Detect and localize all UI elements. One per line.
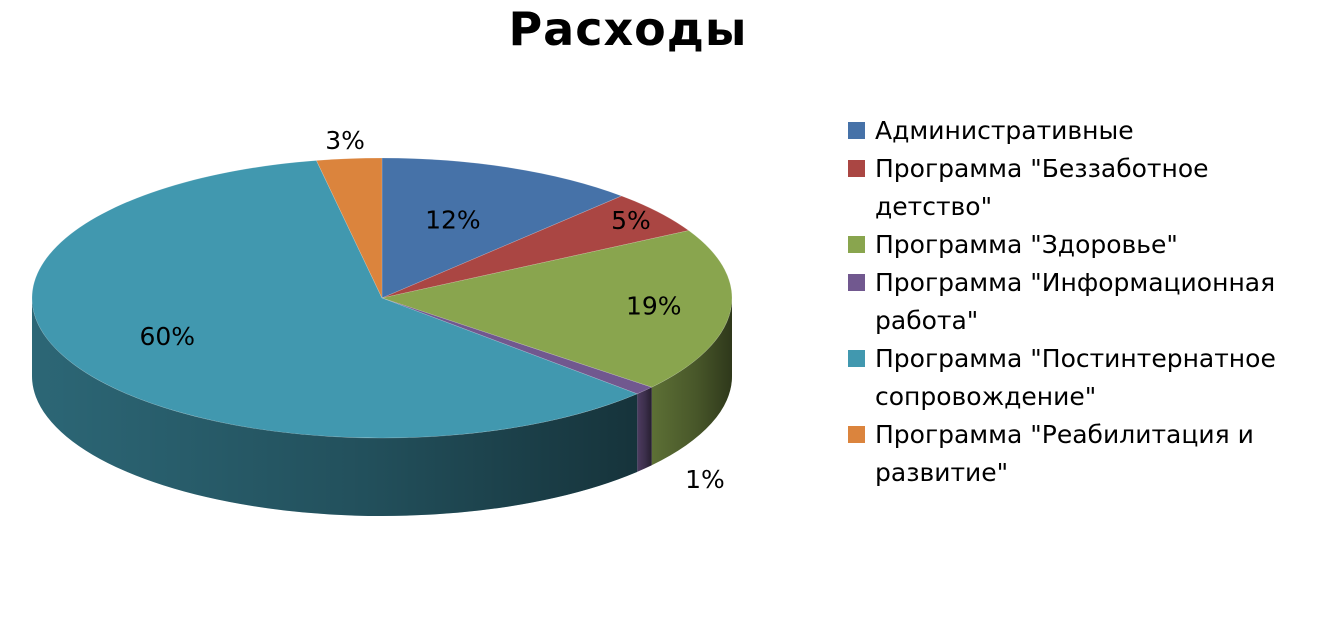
legend-item: Программа "Постинтернатное сопровождение…	[848, 340, 1308, 416]
legend-item: Программа "Здоровье"	[848, 226, 1308, 264]
legend-label: Административные	[875, 116, 1134, 145]
legend-swatch	[848, 426, 865, 443]
legend-swatch	[848, 350, 865, 367]
legend-item: Административные	[848, 112, 1308, 150]
pie-data-label: 60%	[140, 322, 196, 351]
pie-wall-shading	[31, 298, 638, 517]
legend-swatch	[848, 160, 865, 177]
legend-item: Программа "Реабилитация и развитие"	[848, 416, 1308, 492]
chart-title: Расходы	[508, 2, 748, 56]
pie-wall-shading	[651, 298, 732, 466]
pie-slice	[381, 195, 690, 299]
pie-data-labels: 12% 5% 19% 1% 60% 3%	[140, 126, 725, 494]
legend-swatch	[848, 236, 865, 253]
pie-wall-shading	[637, 387, 652, 472]
pie-data-label: 19%	[626, 291, 682, 320]
pie-data-label: 12%	[425, 205, 481, 234]
pie-data-label: 1%	[685, 465, 725, 494]
pie-slice	[31, 160, 638, 439]
legend-swatch	[848, 274, 865, 291]
legend-item: Программа "Беззаботное детство"	[848, 150, 1308, 226]
pie-data-label: 5%	[611, 206, 651, 235]
pie-slice	[381, 297, 653, 395]
pie-chart: 12% 5% 19% 1% 60% 3%	[31, 126, 733, 517]
legend-label: Программа "Беззаботное детство"	[875, 154, 1209, 221]
pie-slice	[380, 230, 733, 388]
legend-label: Программа "Реабилитация и развитие"	[875, 420, 1254, 487]
pie-side-walls	[31, 298, 732, 517]
legend-label: Программа "Постинтернатное сопровождение…	[875, 344, 1276, 411]
legend-item: Программа "Информационная работа"	[848, 264, 1308, 340]
pie-data-label: 3%	[325, 126, 365, 155]
legend-label: Программа "Информационная работа"	[875, 268, 1276, 335]
pie-slices	[31, 157, 733, 439]
legend-label: Программа "Здоровье"	[875, 230, 1178, 259]
pie-slice	[315, 157, 383, 299]
legend-swatch	[848, 122, 865, 139]
pie-slice	[381, 157, 623, 299]
legend: Административные Программа "Беззаботное …	[848, 112, 1308, 492]
